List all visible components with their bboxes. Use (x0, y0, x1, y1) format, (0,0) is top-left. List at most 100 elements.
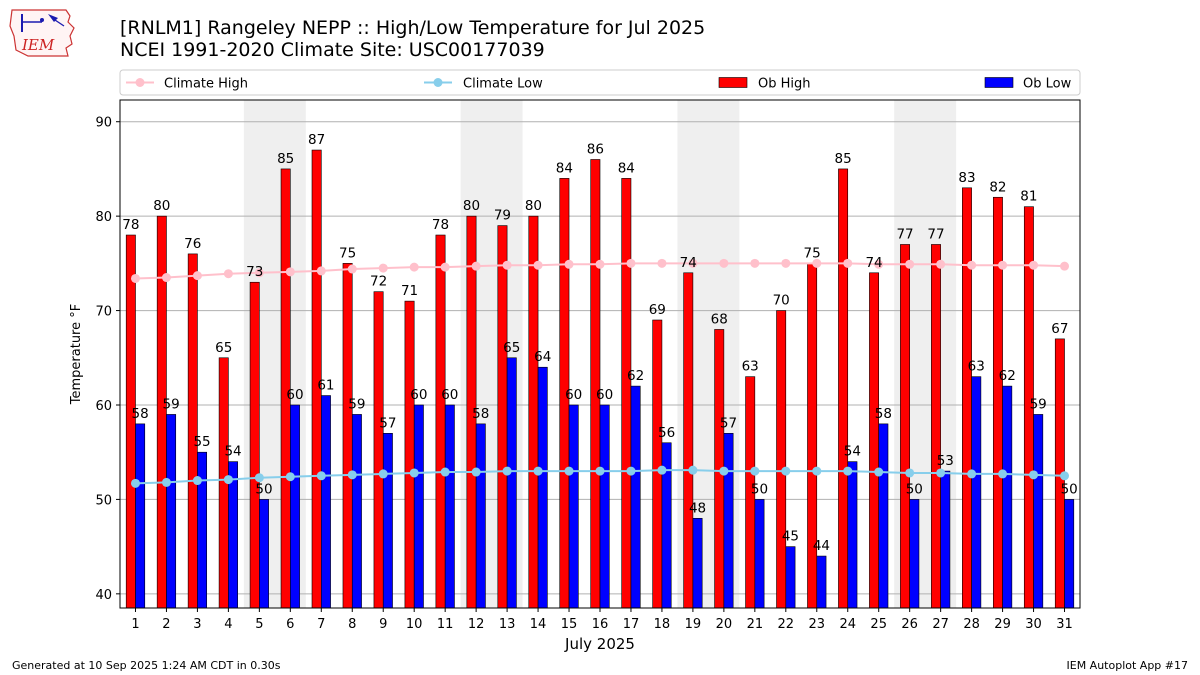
x-tick-label: 14 (530, 617, 547, 632)
climate-high-point (502, 260, 512, 270)
climate-low-point (471, 467, 481, 477)
ob-high-label: 74 (680, 255, 697, 271)
y-tick-label: 70 (95, 305, 112, 320)
climate-high-point (595, 259, 605, 269)
x-tick-label: 25 (870, 617, 887, 632)
climate-high-point (750, 258, 760, 268)
x-tick-label: 10 (406, 617, 423, 632)
ob-high-bar (404, 300, 415, 609)
x-tick-label: 3 (193, 617, 201, 632)
ob-low-label: 53 (937, 453, 954, 469)
climate-high-point (843, 258, 853, 268)
ob-low-label: 48 (689, 500, 706, 516)
climate-high-point (285, 267, 295, 277)
ob-high-bar (249, 281, 260, 609)
climate-high-point (1060, 261, 1070, 271)
x-tick-label: 11 (437, 617, 454, 632)
climate-high-point (781, 258, 791, 268)
climate-low-point (285, 472, 295, 482)
ob-high-label: 77 (896, 226, 913, 242)
x-tick-label: 6 (286, 617, 294, 632)
ob-low-label: 61 (317, 378, 334, 394)
ob-high-label: 70 (773, 293, 790, 309)
climate-high-point (905, 259, 915, 269)
ob-high-label: 84 (556, 160, 573, 176)
ob-low-bar (692, 517, 703, 609)
ob-high-label: 68 (711, 311, 728, 327)
ob-high-bar (373, 291, 384, 609)
ob-low-bar (878, 423, 889, 609)
climate-low-point (874, 467, 884, 477)
logo-text: IEM (21, 36, 55, 54)
ob-low-bar (382, 433, 393, 609)
ob-low-label: 50 (1061, 481, 1078, 497)
ob-high-bar (838, 168, 849, 609)
ob-high-bar (776, 310, 787, 609)
climate-high-point (626, 258, 636, 268)
climate-low-point (967, 469, 977, 479)
climate-high-point (347, 264, 357, 274)
ob-low-label: 65 (503, 340, 520, 356)
ob-high-label: 80 (153, 198, 170, 214)
climate-low-point (161, 477, 171, 487)
ob-low-bar (320, 395, 331, 609)
x-tick-label: 8 (348, 617, 356, 632)
x-tick-label: 13 (499, 617, 516, 632)
ob-high-bar (900, 244, 910, 609)
climate-high-point (130, 273, 140, 283)
ob-low-label: 60 (441, 387, 458, 403)
climate-low-point (409, 468, 419, 478)
ob-low-label: 50 (906, 481, 923, 497)
climate-low-point (657, 465, 667, 475)
ob-low-bar (785, 546, 796, 609)
legend-climate-low-marker (433, 78, 443, 87)
ob-high-label: 77 (927, 226, 944, 242)
climate-low-point (316, 471, 326, 481)
ob-high-label: 72 (370, 274, 387, 290)
ob-high-bar (962, 187, 972, 609)
climate-high-point (378, 263, 388, 273)
ob-high-bar (683, 272, 694, 609)
ob-low-label: 50 (255, 481, 272, 497)
ob-low-label: 58 (472, 406, 489, 422)
ob-low-bar (816, 555, 827, 609)
ob-high-label: 78 (122, 217, 139, 233)
climate-low-point (719, 466, 729, 476)
legend-ob-high-label: Ob High (758, 77, 811, 92)
ob-high-bar (342, 263, 353, 609)
climate-low-point (595, 466, 605, 476)
climate-high-point (471, 261, 481, 271)
ob-low-bar (444, 404, 455, 609)
climate-low-point (905, 468, 915, 478)
x-tick-label: 16 (592, 617, 609, 632)
ob-low-label: 59 (348, 396, 365, 412)
climate-low-point (192, 476, 202, 486)
climate-low-point (440, 467, 450, 477)
ob-high-label: 82 (989, 179, 1006, 195)
x-tick-label: 12 (468, 617, 485, 632)
legend-ob-high-swatch (718, 77, 748, 88)
ob-low-label: 45 (782, 529, 799, 545)
footer-generated: Generated at 10 Sep 2025 1:24 AM CDT in … (12, 659, 281, 672)
ob-high-bar (869, 272, 880, 609)
chart-subtitle: NCEI 1991-2020 Climate Site: USC00177039 (120, 39, 545, 61)
ob-low-label: 59 (163, 396, 180, 412)
y-tick-label: 90 (95, 116, 112, 131)
ob-low-label: 58 (875, 406, 892, 422)
ob-low-bar (506, 357, 517, 609)
x-tick-label: 26 (901, 617, 918, 632)
climate-high-point (440, 262, 450, 272)
ob-low-bar (1033, 414, 1044, 609)
ob-low-bar (971, 376, 982, 609)
x-tick-label: 29 (994, 617, 1011, 632)
chart-title: [RNLM1] Rangeley NEPP :: High/Low Temper… (120, 17, 706, 39)
iem-logo: IEM (8, 6, 78, 64)
x-tick-label: 28 (963, 617, 980, 632)
ob-low-bar (723, 433, 734, 609)
x-tick-label: 5 (255, 617, 263, 632)
x-tick-label: 4 (224, 617, 232, 632)
climate-high-point (316, 266, 326, 276)
ob-high-bar (652, 319, 663, 609)
climate-low-point (843, 466, 853, 476)
climate-low-point (1029, 470, 1039, 480)
